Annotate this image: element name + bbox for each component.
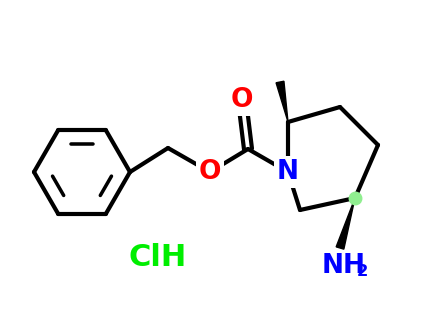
Polygon shape (336, 198, 355, 249)
Text: O: O (199, 159, 221, 185)
Text: 2: 2 (356, 265, 368, 279)
Text: O: O (231, 87, 253, 113)
Text: NH: NH (322, 253, 366, 279)
Polygon shape (276, 81, 288, 122)
Text: N: N (277, 159, 299, 185)
Text: ClH: ClH (129, 244, 187, 273)
